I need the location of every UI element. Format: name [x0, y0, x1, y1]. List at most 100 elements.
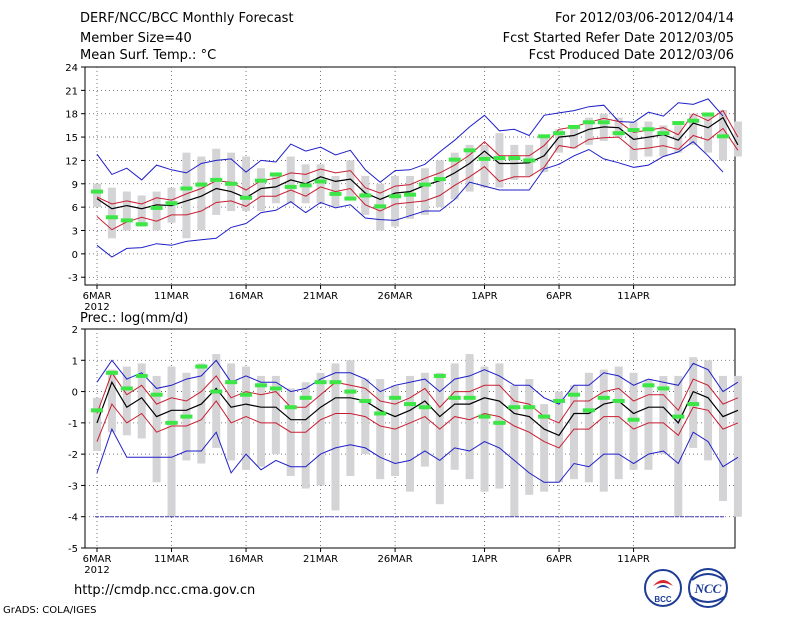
- temp-ensemble-box: [584, 117, 593, 145]
- prec-control-mark: [210, 389, 223, 394]
- prec-ensemble-box: [301, 382, 310, 489]
- temp-ensemble-box: [242, 156, 251, 212]
- prec-ensemble-mean-line: [96, 380, 739, 437]
- prec-lower-spread-line: [96, 400, 739, 449]
- prec-control-mark: [150, 392, 163, 397]
- prec-control-mark: [105, 370, 118, 375]
- prec-ensemble-box: [271, 375, 280, 455]
- temp-min-line: [96, 141, 724, 258]
- prec-ensemble-box: [540, 404, 549, 492]
- prec-control-mark: [389, 395, 402, 400]
- prec-ensemble-box: [167, 366, 176, 517]
- forecast-produced-date: Fcst Produced Date 2012/03/06: [528, 48, 734, 63]
- temp-ensemble-box: [495, 133, 504, 188]
- prec-ensemble-box: [152, 375, 161, 483]
- prec-x-tick-label: 16MAR: [228, 554, 263, 565]
- prec-control-mark: [359, 398, 372, 403]
- prec-control-mark: [433, 373, 446, 378]
- temp-control-mark: [299, 183, 312, 188]
- temp-control-mark: [717, 134, 729, 139]
- temp-control-mark: [642, 127, 655, 132]
- temp-control-mark: [120, 218, 133, 223]
- prec-ensemble-box: [435, 372, 444, 505]
- temp-control-mark: [269, 172, 282, 177]
- prec-control-mark: [240, 392, 253, 397]
- prec-ensemble-box: [420, 372, 429, 467]
- temp-control-mark: [687, 118, 700, 123]
- prec-ensemble-box: [137, 363, 146, 439]
- temp-plot-frame: [84, 66, 736, 286]
- temp-control-mark: [195, 182, 208, 187]
- temp-ensemble-box: [569, 125, 578, 149]
- prec-x-year-label: 2012: [84, 565, 109, 576]
- temp-control-mark: [433, 177, 446, 182]
- prec-ensemble-box: [256, 375, 265, 467]
- temp-control-mark: [240, 195, 253, 200]
- prec-ensemble-box: [569, 385, 578, 480]
- prec-control-mark: [553, 398, 566, 403]
- temp-control-mark: [672, 121, 685, 126]
- prec-y-tick-label: 0: [72, 388, 78, 399]
- temp-ensemble-box: [659, 125, 668, 157]
- prec-control-mark: [284, 405, 297, 410]
- temp-control-mark: [210, 177, 223, 182]
- prec-control-mark: [314, 380, 327, 385]
- temp-control-mark: [389, 194, 402, 199]
- temp-ensemble-box: [137, 195, 146, 227]
- prec-control-mark: [344, 389, 357, 394]
- prec-control-mark: [538, 414, 551, 419]
- prec-control-mark: [597, 395, 610, 400]
- prec-control-mark: [508, 405, 521, 410]
- temp-ensemble-box: [107, 187, 116, 239]
- temp-control-mark: [359, 193, 372, 198]
- prec-control-mark: [493, 420, 506, 425]
- temp-ensemble-box: [256, 168, 265, 212]
- temp-control-mark: [284, 184, 297, 189]
- temp-ensemble-box: [629, 121, 638, 161]
- temp-control-mark: [657, 131, 670, 136]
- temp-ensemble-box: [316, 164, 325, 204]
- temp-y-tick-label: 6: [72, 203, 78, 214]
- temp-control-mark: [612, 131, 625, 136]
- member-size-label: Member Size=40: [80, 31, 192, 46]
- temp-control-mark: [150, 205, 163, 210]
- temp-max-line: [96, 98, 724, 183]
- prec-x-tick-label: 6MAR: [83, 554, 112, 565]
- temp-ensemble-box: [435, 160, 444, 208]
- prec-ensemble-box: [733, 375, 742, 517]
- prec-ensemble-box: [331, 363, 340, 511]
- temp-ensemble-box: [540, 137, 549, 173]
- temp-ensemble-box: [644, 121, 653, 157]
- temp-control-mark: [314, 179, 327, 184]
- prec-y-tick-label: -5: [68, 544, 78, 555]
- prec-ensemble-box: [227, 363, 236, 461]
- temp-control-mark: [553, 131, 566, 136]
- temp-y-tick-label: 3: [72, 227, 78, 238]
- prec-upper-spread-line: [96, 371, 739, 424]
- prec-control-mark: [418, 405, 431, 410]
- bcc-logo-text: BCC: [654, 595, 672, 604]
- temp-ensemble-box: [271, 176, 280, 204]
- prec-ensemble-box: [93, 397, 101, 452]
- prec-ensemble-box: [465, 354, 474, 480]
- prec-ensemble-box: [242, 366, 251, 470]
- prec-control-mark: [657, 386, 670, 391]
- temp-x-tick-label: 6APR: [546, 291, 572, 302]
- temp-ensemble-box: [510, 144, 519, 180]
- temp-x-tick-label: 6MAR: [83, 291, 112, 302]
- prec-ensemble-box: [376, 379, 385, 480]
- temp-x-tick-label: 26MAR: [378, 291, 413, 302]
- prec-ensemble-box: [391, 385, 400, 477]
- prec-control-mark: [672, 414, 685, 419]
- temp-control-mark: [254, 178, 267, 183]
- prec-y-tick-label: -1: [68, 419, 78, 430]
- prec-control-mark: [582, 408, 595, 413]
- prec-y-tick-label: 1: [72, 356, 78, 367]
- temp-control-mark: [105, 215, 118, 220]
- prec-x-tick-label: 26MAR: [378, 554, 413, 565]
- prec-control-mark: [404, 402, 416, 407]
- prec-control-mark: [612, 398, 625, 403]
- temp-x-year-label: 2012: [84, 302, 109, 313]
- temp-control-mark: [627, 128, 640, 133]
